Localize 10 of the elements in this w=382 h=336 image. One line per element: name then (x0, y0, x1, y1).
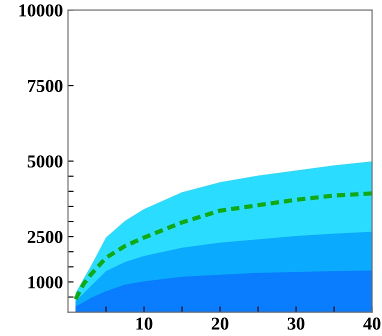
x-tick-label: 20 (212, 318, 228, 330)
line-series (74, 191, 372, 302)
x-tick-label: 30 (288, 318, 304, 330)
y-tick-label: 10000 (19, 4, 62, 17)
y-tick-label: 5000 (28, 155, 62, 168)
x-tick-label: 10 (136, 318, 152, 330)
y-tick-label: 1000 (28, 276, 62, 288)
x-tick-label: 40 (363, 318, 380, 330)
y-tick-label: 2500 (28, 230, 62, 244)
y-tick-label: 7500 (28, 80, 62, 92)
